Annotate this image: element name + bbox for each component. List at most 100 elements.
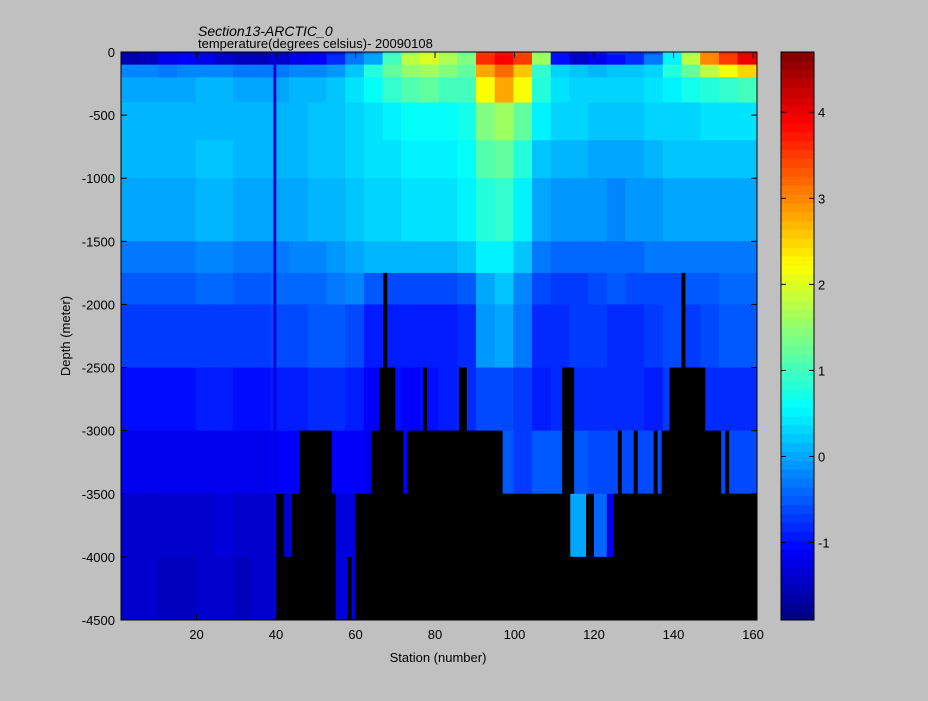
temp-cell — [121, 140, 141, 179]
temp-cell — [345, 54, 365, 66]
temp-cell — [382, 64, 402, 78]
temp-cell — [644, 52, 664, 56]
temp-cell — [625, 102, 645, 141]
temp-cell — [382, 140, 402, 179]
temp-cell — [177, 178, 197, 242]
temp-cell — [550, 272, 570, 306]
temp-cell — [737, 54, 757, 66]
temp-cell — [532, 52, 552, 56]
temp-cell — [532, 64, 552, 78]
temp-cell — [569, 140, 589, 179]
temp-cell — [419, 272, 440, 306]
temp-cell — [569, 241, 589, 274]
colorbar-swatch — [781, 513, 814, 523]
temp-cell — [233, 556, 253, 620]
temp-cell — [345, 140, 365, 179]
temp-cell — [326, 64, 346, 78]
temp-cell — [662, 304, 683, 369]
temp-cell — [382, 304, 402, 369]
temp-cell — [158, 140, 178, 179]
temp-cell — [307, 140, 328, 179]
colorbar-swatch — [781, 60, 814, 71]
temp-cell — [307, 102, 328, 141]
temp-cell — [475, 54, 496, 66]
temp-cell — [289, 241, 309, 274]
temp-cell — [681, 54, 701, 66]
colorbar-swatch — [781, 87, 814, 97]
temp-cell — [195, 430, 216, 495]
temp-cell — [475, 52, 496, 56]
temp-cell — [195, 304, 216, 369]
temp-cell — [251, 77, 272, 104]
temp-cell — [419, 52, 440, 56]
temp-cell — [214, 140, 234, 179]
temp-cell — [475, 140, 496, 179]
temp-cell — [345, 304, 365, 369]
colorbar-swatch — [781, 566, 814, 577]
temp-cell — [718, 54, 739, 66]
temp-cell — [550, 178, 570, 242]
temp-cell — [569, 52, 589, 56]
temp-cell — [345, 77, 365, 104]
temp-cell — [569, 178, 589, 242]
temp-cell — [195, 367, 216, 432]
temp-cell — [532, 367, 552, 432]
temp-cell — [681, 140, 701, 179]
colorbar-swatch — [781, 336, 814, 346]
temp-cell — [289, 304, 309, 369]
colorbar-swatch — [781, 495, 814, 506]
temp-cell — [363, 52, 384, 56]
temp-cell — [214, 367, 234, 432]
y-tick-label: -3500 — [82, 487, 115, 502]
colorbar: -1 0 1 2 3 4 — [780, 51, 830, 621]
temp-cell — [625, 241, 645, 274]
temp-cell — [139, 140, 159, 179]
temp-cell — [588, 54, 608, 66]
temp-cell — [494, 241, 514, 274]
temp-cell — [588, 64, 608, 78]
temp-cell — [718, 304, 739, 369]
temp-cell — [700, 64, 720, 78]
temp-cell — [139, 52, 159, 56]
temp-cell — [139, 556, 159, 620]
colorbar-swatch — [781, 424, 814, 435]
temp-cell — [382, 272, 402, 306]
temp-cell — [718, 241, 739, 274]
temp-cell — [251, 178, 272, 242]
colorbar-swatch — [781, 149, 814, 160]
colorbar-swatch — [781, 478, 814, 488]
temp-cell — [513, 140, 533, 179]
temp-cell — [475, 367, 496, 432]
temp-cell — [737, 178, 757, 242]
temp-cell — [158, 77, 178, 104]
plot-area — [120, 51, 758, 621]
colorbar-swatch — [781, 389, 814, 399]
temp-cell — [307, 52, 328, 56]
temp-cell — [662, 64, 683, 78]
temp-cell — [606, 430, 627, 495]
temp-cell — [307, 241, 328, 274]
temp-cell — [737, 140, 757, 179]
temp-cell — [513, 54, 533, 66]
x-axis: 20 40 60 80 100 120 140 160 — [189, 52, 764, 642]
temp-cell — [158, 430, 178, 495]
temp-cell — [177, 304, 197, 369]
temp-cell — [214, 304, 234, 369]
temp-cell — [438, 64, 458, 78]
temp-cell — [625, 304, 645, 369]
temp-cell — [457, 102, 477, 141]
temp-cell — [700, 241, 720, 274]
temp-cell — [644, 64, 664, 78]
temp-cell — [158, 367, 178, 432]
temp-cell — [606, 178, 627, 242]
colorbar-swatch — [781, 575, 814, 586]
colorbar-swatch — [781, 123, 814, 133]
temp-cell — [139, 493, 159, 558]
temp-cell — [457, 77, 477, 104]
temp-cell — [588, 77, 608, 104]
temp-cell — [513, 178, 533, 242]
colorbar-swatch — [781, 611, 814, 621]
temp-cell — [588, 272, 608, 306]
colorbar-swatch — [781, 309, 814, 319]
temp-cell — [737, 367, 757, 432]
